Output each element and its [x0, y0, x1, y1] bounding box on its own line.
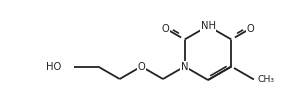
- Text: N: N: [181, 61, 188, 71]
- Text: O: O: [162, 24, 169, 33]
- Text: NH: NH: [201, 21, 216, 31]
- Text: O: O: [247, 24, 254, 33]
- Text: CH₃: CH₃: [258, 75, 275, 84]
- Text: HO: HO: [46, 61, 61, 71]
- Text: O: O: [137, 61, 145, 71]
